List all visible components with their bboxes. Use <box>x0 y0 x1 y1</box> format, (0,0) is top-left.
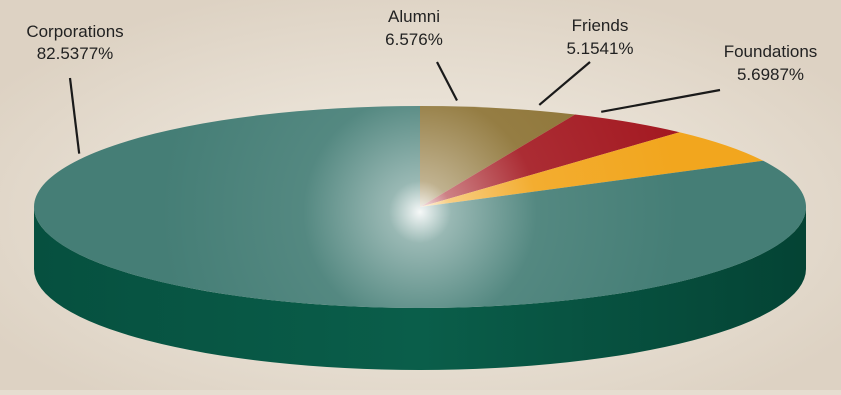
pie-highlight <box>34 106 806 308</box>
slice-label-alumni: Alumni <box>388 7 440 26</box>
slice-label-corporations: Corporations <box>26 22 124 41</box>
leader-line-alumni <box>436 61 458 101</box>
slice-label-friends: Friends <box>571 16 629 35</box>
slice-value-friends: 5.1541% <box>566 39 634 58</box>
slice-value-alumni: 6.576% <box>385 30 443 49</box>
pie-side-wall <box>34 207 806 370</box>
slice-label-foundations: Foundations <box>723 42 818 61</box>
slice-value-corporations: 82.5377% <box>36 44 114 63</box>
slice-value-foundations: 5.6987% <box>736 65 805 84</box>
leader-line-corporations <box>68 77 81 154</box>
leader-line-foundations <box>601 88 721 113</box>
leader-line-friends <box>538 61 591 106</box>
